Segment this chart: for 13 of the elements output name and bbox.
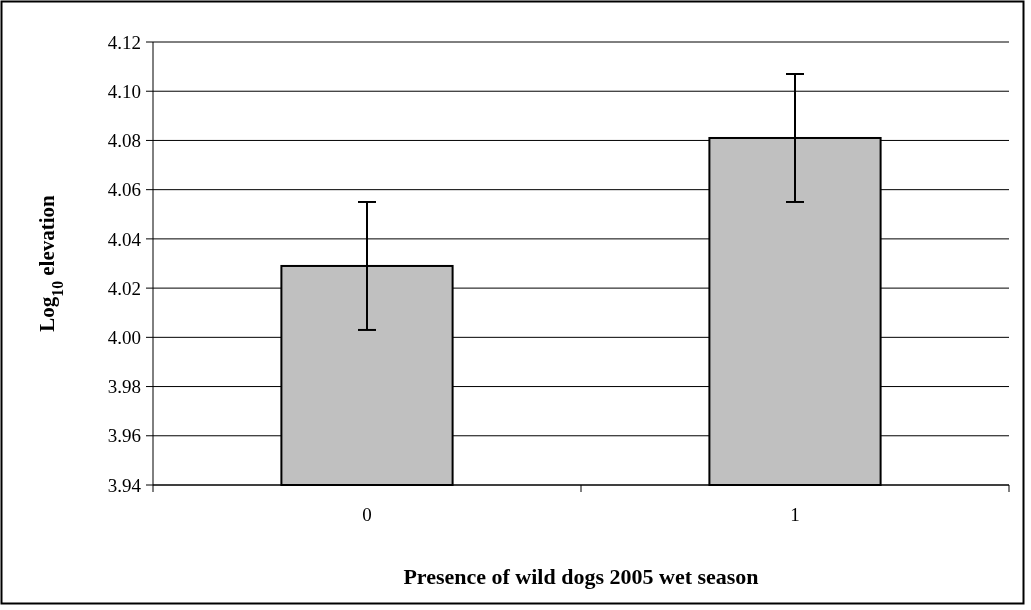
y-tick-label: 4.12	[107, 31, 141, 53]
y-tick-label: 4.06	[107, 179, 141, 201]
y-tick-label: 3.94	[107, 474, 142, 496]
y-tick-label: 4.00	[107, 326, 141, 348]
y-tick-label: 3.96	[107, 425, 141, 447]
y-tick-label: 3.98	[107, 376, 141, 398]
y-tick-label: 4.02	[107, 277, 141, 299]
y-tick-label: 4.10	[107, 80, 141, 102]
y-tick-label: 4.04	[107, 228, 142, 250]
y-tick-label: 4.08	[107, 130, 141, 152]
x-axis-title: Presence of wild dogs 2005 wet season	[403, 564, 759, 589]
x-tick-label: 0	[362, 504, 372, 525]
x-tick-label: 1	[790, 504, 800, 525]
